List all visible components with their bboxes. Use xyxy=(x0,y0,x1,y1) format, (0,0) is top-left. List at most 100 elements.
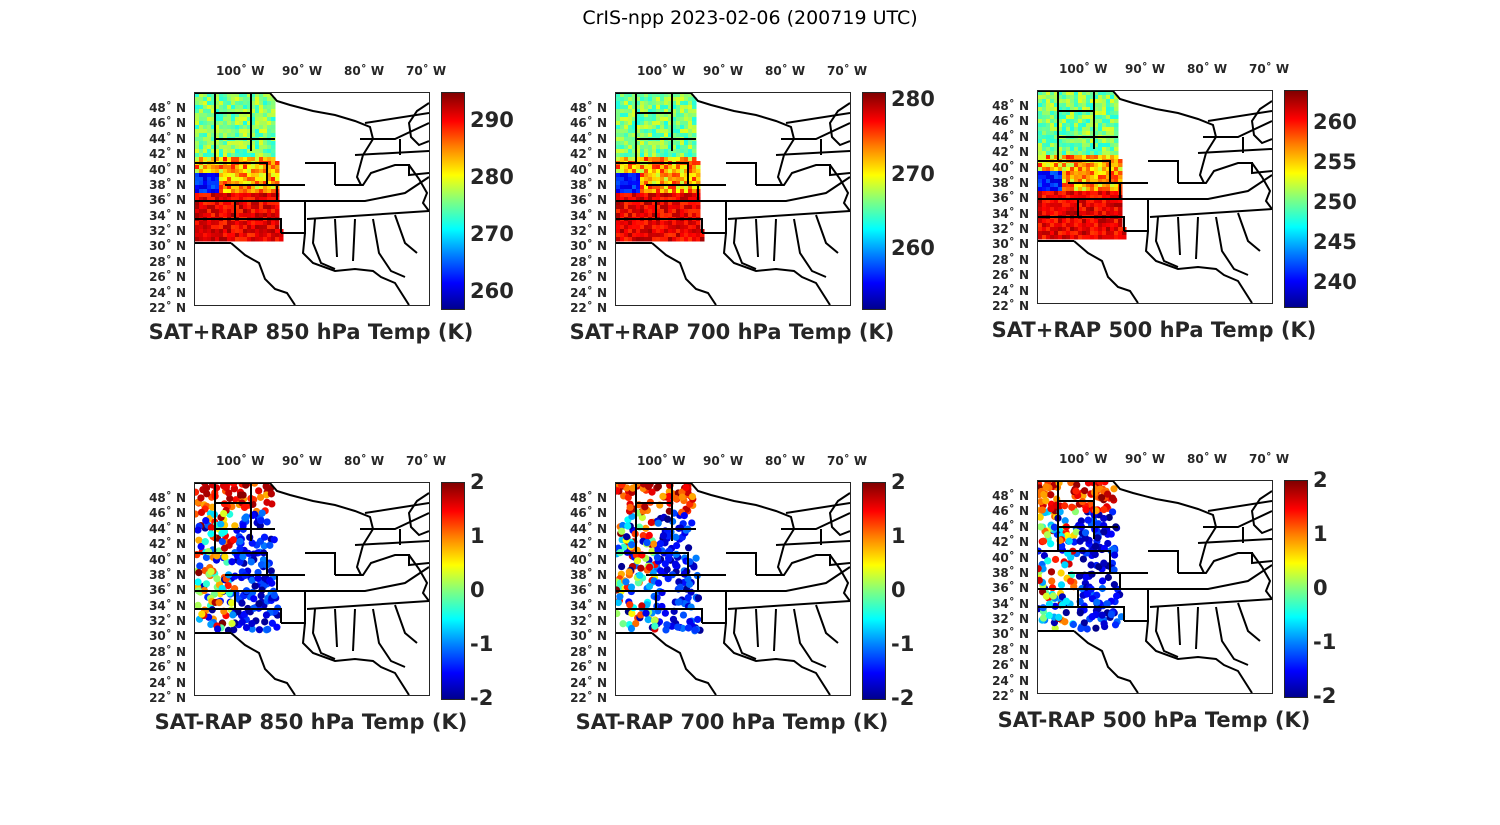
swath-cell xyxy=(207,101,212,106)
swath-cell xyxy=(692,113,697,118)
swath-cell xyxy=(239,149,244,154)
swath-cell xyxy=(259,101,264,106)
swath-cell xyxy=(1098,123,1103,128)
swath-cell xyxy=(227,225,232,230)
swath-cell xyxy=(1094,99,1099,104)
swath-cell xyxy=(648,149,653,154)
swath-cell xyxy=(676,133,681,138)
longitude-label: 100˚ W xyxy=(1059,452,1108,466)
swath-cell xyxy=(1110,111,1115,116)
swath-cell xyxy=(1066,151,1071,156)
difference-point xyxy=(638,513,646,522)
swath-cell xyxy=(1114,103,1119,108)
difference-point xyxy=(672,550,680,558)
swath-cell xyxy=(1090,99,1095,104)
swath-cell xyxy=(1110,203,1115,208)
difference-point xyxy=(195,601,202,610)
swath-cell xyxy=(644,201,649,206)
state-border xyxy=(301,232,410,305)
swath-cell xyxy=(259,225,264,230)
swath-cell xyxy=(620,201,625,206)
swath-cell xyxy=(668,97,673,102)
latitude-label: 48˚ N xyxy=(149,491,186,505)
swath-cell xyxy=(207,213,212,218)
swath-cell xyxy=(1102,187,1107,192)
colorbar xyxy=(441,92,465,310)
swath-cell xyxy=(271,97,276,102)
swath-cell xyxy=(640,221,645,226)
swath-cell xyxy=(1118,223,1123,228)
swath-cell xyxy=(620,145,625,150)
swath-cell xyxy=(235,185,240,190)
swath-cell xyxy=(624,233,629,238)
swath-cell xyxy=(664,125,669,130)
swath-cell xyxy=(227,181,232,186)
panel-caption: SAT+RAP 500 hPa Temp (K) xyxy=(991,318,1317,342)
swath-cell xyxy=(251,173,256,178)
difference-point xyxy=(623,484,631,492)
state-border xyxy=(235,218,282,233)
swath-cell xyxy=(223,189,228,194)
swath-cell xyxy=(1102,227,1107,232)
swath-cell xyxy=(628,101,633,106)
swath-cell xyxy=(1094,223,1099,228)
difference-point xyxy=(1061,561,1069,569)
swath-cell xyxy=(219,105,224,110)
swath-cell xyxy=(680,145,685,150)
swath-cell xyxy=(235,113,240,118)
swath-cell xyxy=(1066,107,1071,112)
swath-cell xyxy=(676,153,681,158)
swath-cell xyxy=(672,97,677,102)
swath-cell xyxy=(255,189,260,194)
swath-cell xyxy=(1106,223,1111,228)
swath-cell xyxy=(263,93,268,98)
swath-cell xyxy=(660,181,665,186)
difference-point xyxy=(266,576,274,585)
latitude-label: 44˚ N xyxy=(992,519,1029,534)
swath-cell xyxy=(243,185,248,190)
swath-cell xyxy=(1078,119,1083,124)
swath-cell xyxy=(692,125,697,130)
swath-cell xyxy=(636,133,641,138)
swath-cell xyxy=(1054,163,1059,168)
state-border xyxy=(352,218,356,262)
swath-cell xyxy=(648,153,653,158)
difference-point xyxy=(644,615,652,624)
swath-cell xyxy=(616,113,621,118)
swath-cell xyxy=(215,145,220,150)
latitude-label: 28˚ N xyxy=(992,642,1029,657)
swath-cell xyxy=(1062,155,1067,160)
swath-cell xyxy=(227,153,232,158)
swath-cell xyxy=(628,225,633,230)
swath-cell xyxy=(219,205,224,210)
swath-cell xyxy=(243,193,248,198)
state-border xyxy=(1237,212,1261,252)
swath-cell xyxy=(211,213,216,218)
swath-cell xyxy=(640,129,645,134)
swath-cell xyxy=(680,221,685,226)
swath-cell xyxy=(1066,99,1071,104)
swath-cell xyxy=(1098,115,1103,120)
swath-cell xyxy=(684,117,689,122)
swath-cell xyxy=(1114,123,1119,128)
swath-cell xyxy=(668,133,673,138)
swath-cell xyxy=(640,109,645,114)
swath-cell xyxy=(271,101,276,106)
swath-cell xyxy=(1074,195,1079,200)
swath-cell xyxy=(1038,135,1043,140)
swath-cell xyxy=(223,181,228,186)
swath-cell xyxy=(251,185,256,190)
swath-cell xyxy=(636,153,641,158)
swath-cell xyxy=(1078,187,1083,192)
swath-cell xyxy=(1050,151,1055,156)
swath-cell xyxy=(636,221,641,226)
difference-point xyxy=(270,536,278,544)
swath-cell xyxy=(632,229,637,234)
swath-cell xyxy=(656,233,661,238)
swath-cell xyxy=(1082,115,1087,120)
swath-cell xyxy=(1062,163,1067,168)
swath-cell xyxy=(271,237,276,242)
latitude-label: 42˚ N xyxy=(149,537,186,552)
swath-cell xyxy=(640,125,645,130)
swath-cell xyxy=(1098,107,1103,112)
